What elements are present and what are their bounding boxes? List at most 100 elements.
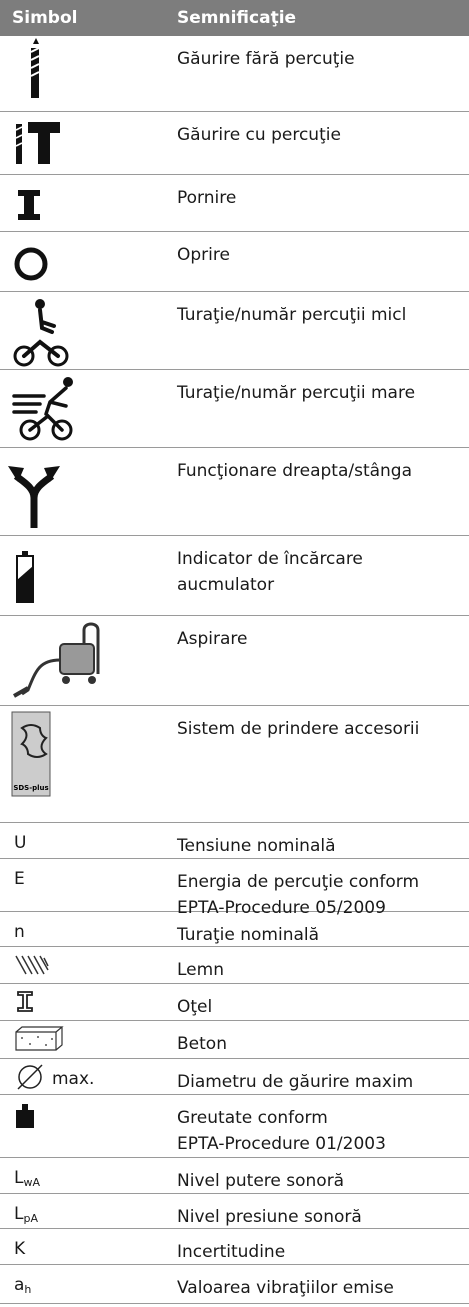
symbol-main: n [14, 922, 25, 942]
symbol-text: n [14, 922, 25, 942]
icon-label: SDS-plus [13, 784, 48, 792]
symbol-text: ah [14, 1275, 31, 1296]
symbol-text: K [14, 1239, 25, 1259]
meaning: Turaţie nominală [177, 922, 319, 948]
meaning: Pornire [177, 185, 236, 211]
meaning: Găurire cu percuţie [177, 122, 341, 148]
symbol-icon [17, 991, 33, 1012]
meaning: Nivel presiune sonoră [177, 1204, 362, 1230]
meaning: Diametru de găurire maxim [177, 1069, 413, 1095]
table-row: Indicator de încărcare aucmulator [0, 536, 469, 616]
meaning-line: Turaţie nominală [177, 925, 320, 945]
table-row: Turaţie/număr percuţii micl [0, 292, 469, 370]
meaning: Tensiune nominală [177, 833, 336, 859]
table-row: Turaţie/număr percuţii mare [0, 370, 469, 448]
symbol-main: E [14, 869, 25, 889]
symbol-text: LwA [14, 1168, 40, 1189]
meaning: Turaţie/număr percuţii mare [177, 380, 415, 406]
meaning: Turaţie/număr percuţii micl [177, 302, 406, 328]
symbol-text: E [14, 869, 25, 889]
table-row: max. Diametru de găurire maxim [0, 1059, 469, 1095]
symbol-icon: SDS-plus [11, 711, 51, 797]
table-header: Simbol Semnificaţie [0, 0, 469, 36]
table-row: Beton [0, 1021, 469, 1059]
symbol-text: max. [52, 1069, 94, 1089]
table-row: Oţel [0, 984, 469, 1021]
symbol-main: U [14, 833, 27, 853]
table-row: SDS-plus Sistem de prindere accesorii [0, 706, 469, 823]
table-row: LwA Nivel putere sonoră [0, 1158, 469, 1194]
meaning-line: Găurire fără percuţie [177, 49, 355, 69]
meaning: Beton [177, 1031, 227, 1057]
symbol-icon [14, 247, 48, 281]
meaning-line: Turaţie/număr percuţii mare [177, 383, 416, 403]
meaning-line: Diametru de găurire maxim [177, 1072, 414, 1092]
meaning-line: Nivel putere sonoră [177, 1171, 345, 1191]
symbol-icon [15, 955, 49, 975]
symbol-main: a [14, 1275, 25, 1295]
meaning-line: Oprire [177, 245, 230, 265]
meaning-line: aucmulator [177, 575, 275, 595]
symbol-main: K [14, 1239, 26, 1259]
table-row: LpA Nivel presiune sonoră [0, 1194, 469, 1229]
symbol-text: LpA [14, 1204, 38, 1225]
symbol-main: L [14, 1168, 24, 1188]
table-row: E Energia de percuţie conform EPTA-Procedu… [0, 859, 469, 918]
symbol-main: L [14, 1204, 24, 1224]
meaning-line: Valoarea vibraţiilor emise [177, 1278, 394, 1298]
header-cell: Simbol [12, 8, 78, 28]
meaning-line: Sistem de prindere accesorii [177, 719, 420, 739]
table-row: K Incertitudine [0, 1229, 469, 1265]
table-row: n Turaţie nominală [0, 912, 469, 947]
meaning: Incertitudine [177, 1239, 285, 1265]
meaning: Valoarea vibraţiilor emise [177, 1275, 394, 1301]
symbol-subscript: pA [23, 1212, 38, 1225]
table-row: ah Valoarea vibraţiilor emise [0, 1265, 469, 1304]
symbol-icon [15, 1026, 64, 1051]
meaning-line: Incertitudine [177, 1242, 286, 1262]
symbol-icon [16, 551, 34, 603]
meaning: Energia de percuţie conform EPTA-Procedur… [177, 869, 419, 921]
table-row: Găurire fără percuţie [0, 36, 469, 112]
symbol-icon [13, 622, 100, 698]
symbol-main: max. [52, 1069, 95, 1089]
table-row: U Tensiune nominală [0, 823, 469, 859]
symbol-icon [17, 1064, 43, 1090]
symbol-icon [18, 190, 40, 220]
meaning: Greutate conform EPTA-Procedure 01/2003 [177, 1105, 386, 1157]
symbol-icon [12, 377, 73, 441]
symbol-subscript: wA [23, 1176, 41, 1189]
meaning-line: Turaţie/număr percuţii micl [177, 305, 407, 325]
table-row: Aspirare [0, 616, 469, 706]
symbol-text: U [14, 833, 26, 853]
meaning-line: Energia de percuţie conform [177, 872, 420, 892]
meaning: Aspirare [177, 626, 247, 652]
symbol-icon [15, 122, 60, 164]
table-row: Lemn [0, 947, 469, 984]
meaning-line: Funcţionare dreapta/stânga [177, 461, 413, 481]
table-row: Găurire cu percuţie [0, 112, 469, 175]
meaning-line: Greutate conform [177, 1108, 328, 1128]
meaning: Oţel [177, 994, 212, 1020]
symbol-icon [13, 299, 69, 367]
meaning-line: Indicator de încărcare [177, 549, 363, 569]
meaning: Oprire [177, 242, 230, 268]
meaning-line: Găurire cu percuţie [177, 125, 341, 145]
meaning-line: Pornire [177, 188, 237, 208]
meaning-line: Lemn [177, 960, 224, 980]
symbol-subscript: h [24, 1283, 32, 1296]
table-row: Pornire [0, 175, 469, 232]
meaning: Indicator de încărcare aucmulator [177, 546, 363, 598]
meaning: Nivel putere sonoră [177, 1168, 344, 1194]
meaning: Funcţionare dreapta/stânga [177, 458, 412, 484]
meaning: Sistem de prindere accesorii [177, 716, 419, 742]
symbol-icon [30, 38, 40, 98]
symbol-icon [8, 466, 60, 528]
table-row: Funcţionare dreapta/stânga [0, 448, 469, 536]
meaning-line: Beton [177, 1034, 227, 1054]
meaning-line: Tensiune nominală [177, 836, 336, 856]
meaning-line: EPTA-Procedure 01/2003 [177, 1134, 386, 1154]
header-cell: Semnificaţie [177, 8, 297, 28]
meaning: Găurire fără percuţie [177, 46, 355, 72]
